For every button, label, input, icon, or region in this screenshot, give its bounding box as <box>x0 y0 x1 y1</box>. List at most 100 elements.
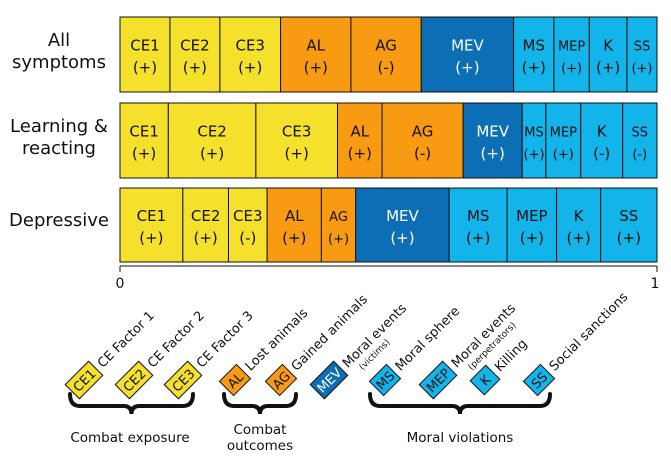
segment-code-label-1-ss: SS <box>632 126 649 141</box>
segment-sign-label-0-al: (+) <box>304 59 328 77</box>
bar-segment-0-ce1 <box>119 16 171 93</box>
segment-sign-label-2-ce2: (+) <box>194 229 218 247</box>
legend-swatch-ag <box>264 363 298 397</box>
bar-segment-2-k <box>556 187 602 263</box>
segment-code-label-2-ss: SS <box>619 207 638 225</box>
bar-segment-1-ss <box>622 102 658 179</box>
group-label-line: Combat <box>233 422 287 438</box>
bar-segment-0-al <box>280 16 352 93</box>
segment-code-label-1-ce3: CE3 <box>282 123 312 141</box>
bar-segment-1-ce2 <box>167 102 257 179</box>
segment-sign-label-1-ce2: (+) <box>200 145 224 163</box>
legend-swatch-ms <box>368 363 402 397</box>
row-label-line: All <box>47 30 71 51</box>
segment-code-label-0-k: K <box>603 37 614 55</box>
x-tick-label-0: 0 <box>116 276 125 292</box>
segment-sign-label-0-mev: (+) <box>455 59 479 77</box>
group-label-line: Moral violations <box>406 430 514 446</box>
bar-segment-2-mev <box>355 187 450 263</box>
bar-segment-0-ss <box>626 16 658 93</box>
segment-sign-label-1-ce3: (+) <box>285 145 309 163</box>
brace-combat-exposure <box>68 392 195 415</box>
segment-sign-label-2-ag: (+) <box>328 232 349 247</box>
bar-segment-0-ce3 <box>219 16 282 93</box>
x-tick-label-1: 1 <box>651 276 660 292</box>
bar-segment-0-mep <box>553 16 590 93</box>
group-label-combat-exposure: Combat exposure <box>50 430 210 446</box>
bar-segment-1-ag <box>381 102 464 179</box>
group-label-line: Combat exposure <box>70 430 190 446</box>
row-label-learning-reacting: Learning & reacting <box>0 116 118 160</box>
bar-segment-1-ce3 <box>255 102 338 179</box>
row-label-line: reacting <box>22 138 96 159</box>
segment-sign-label-1-al: (+) <box>348 145 372 163</box>
segment-sign-label-1-ss: (-) <box>632 148 647 163</box>
bar-segment-2-ce2 <box>182 187 229 263</box>
group-label-combat-outcomes: Combat outcomes <box>210 422 310 454</box>
brace-combat-outcomes <box>222 392 298 415</box>
legend-swatch-al <box>218 363 252 397</box>
bar-segment-1-k <box>580 102 624 179</box>
bar-segment-2-ms <box>448 187 508 263</box>
segment-sign-label-1-mep: (+) <box>553 148 574 163</box>
legend-swatch-k <box>469 364 501 396</box>
bar-segment-2-mep <box>506 187 558 263</box>
segment-code-label-0-ss: SS <box>634 40 651 55</box>
row-label-all-symptoms: All symptoms <box>0 30 118 74</box>
segment-sign-label-1-k: (-) <box>593 145 610 163</box>
legend-swatch-ce2 <box>114 360 154 400</box>
segment-code-label-0-ms: MS <box>523 37 545 55</box>
bar-segment-0-ce2 <box>169 16 221 93</box>
bar-segment-1-mev <box>462 102 523 179</box>
segment-code-label-0-mev: MEV <box>451 37 484 55</box>
legend-swatch-ss <box>522 363 556 397</box>
segment-sign-label-1-mev: (+) <box>481 145 505 163</box>
segment-code-label-2-mep: MEP <box>516 207 547 225</box>
segment-sign-label-0-ce1: (+) <box>133 59 157 77</box>
segment-code-label-1-al: AL <box>350 123 369 141</box>
segment-sign-label-2-ss: (+) <box>617 229 641 247</box>
segment-sign-label-0-ms: (+) <box>522 59 546 77</box>
legend-label-ss: Social sanctions <box>547 290 632 375</box>
segment-code-label-0-ce1: CE1 <box>130 37 160 55</box>
segment-code-label-1-k: K <box>597 123 608 141</box>
segment-code-label-1-ms: MS <box>524 126 543 141</box>
brace-moral-violations <box>368 392 552 415</box>
segment-code-label-1-ce2: CE2 <box>197 123 227 141</box>
bar-segment-0-k <box>588 16 628 93</box>
legend-swatch-mep <box>418 360 458 400</box>
segment-code-label-1-ag: AG <box>412 123 434 141</box>
segment-sign-label-0-ce3: (+) <box>238 59 262 77</box>
segment-sign-label-0-ag: (-) <box>378 59 395 77</box>
segment-code-label-1-mev: MEV <box>476 123 509 141</box>
segment-code-label-2-ag: AG <box>329 210 348 225</box>
segment-code-label-2-al: AL <box>285 207 304 225</box>
bar-segment-2-ce1 <box>119 187 184 263</box>
bar-segment-2-ce3 <box>227 187 268 263</box>
segment-sign-label-1-ms: (+) <box>524 148 545 163</box>
segment-code-label-0-ce3: CE3 <box>235 37 265 55</box>
segment-sign-label-2-al: (+) <box>282 229 306 247</box>
segment-code-label-1-mep: MEP <box>550 126 577 141</box>
segment-code-label-2-ce1: CE1 <box>137 207 167 225</box>
segment-sign-label-1-ce1: (+) <box>132 145 156 163</box>
segment-code-label-0-al: AL <box>306 37 325 55</box>
segment-sign-label-2-ms: (+) <box>466 229 490 247</box>
segment-sign-label-0-mep: (+) <box>561 62 582 77</box>
bar-segment-1-mep <box>545 102 582 179</box>
bar-segment-2-ss <box>600 187 658 263</box>
segment-code-label-2-ce2: CE2 <box>191 207 221 225</box>
bar-segment-1-al <box>336 102 383 179</box>
legend-swatch-ce3 <box>163 360 203 400</box>
segment-code-label-2-mev: MEV <box>386 207 419 225</box>
row-label-line: symptoms <box>12 52 106 73</box>
bar-segment-0-mev <box>420 16 515 93</box>
segment-code-label-1-ce1: CE1 <box>129 123 159 141</box>
group-label-line: outcomes <box>226 438 294 454</box>
row-label-line: Depressive <box>9 210 109 231</box>
